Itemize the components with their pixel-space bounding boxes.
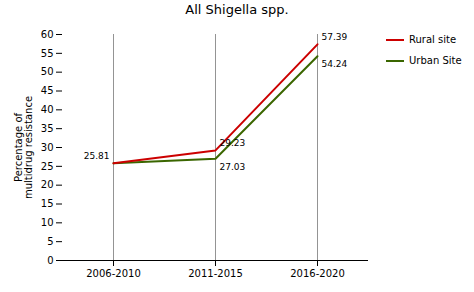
svg-text:45: 45	[41, 85, 54, 96]
svg-text:40: 40	[41, 104, 54, 115]
svg-text:2006-2010: 2006-2010	[86, 268, 141, 279]
svg-text:2011-2015: 2011-2015	[188, 268, 243, 279]
svg-text:57.39: 57.39	[322, 32, 348, 42]
svg-text:35: 35	[41, 123, 54, 134]
svg-text:10: 10	[41, 217, 54, 228]
svg-text:54.24: 54.24	[322, 59, 348, 69]
svg-text:30: 30	[41, 142, 54, 153]
html-text:Urban Site: Urban Site	[409, 55, 462, 66]
svg-text:5: 5	[47, 236, 53, 247]
svg-text:60: 60	[41, 29, 54, 40]
svg-text:15: 15	[41, 198, 54, 209]
svg-text:0: 0	[47, 255, 53, 266]
svg-text:27.03: 27.03	[220, 162, 246, 172]
svg-text:55: 55	[41, 48, 54, 59]
svg-text:20: 20	[41, 179, 54, 190]
svg-text:29.23: 29.23	[220, 138, 246, 148]
svg-text:Percentage ofmultidrug resista: Percentage ofmultidrug resistance	[13, 96, 34, 199]
svg-text:25: 25	[41, 161, 54, 172]
svg-text:25.81: 25.81	[84, 151, 110, 161]
html-text:All Shigella spp.: All Shigella spp.	[185, 2, 289, 17]
html-text:Rural site: Rural site	[409, 34, 457, 45]
svg-text:2016-2020: 2016-2020	[290, 268, 345, 279]
svg-text:50: 50	[41, 66, 54, 77]
